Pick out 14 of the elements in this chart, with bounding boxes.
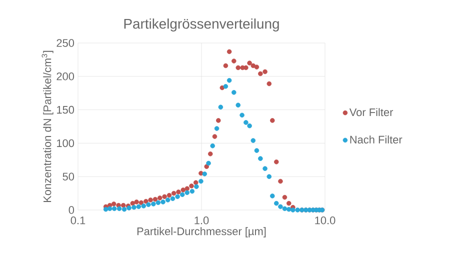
y-axis-title: Konzentration dN [Partikel/cm$^{3}$] (42, 50, 54, 202)
x-tick-label: 0.1 (70, 216, 86, 224)
x-tick-label: 10.0 (315, 216, 336, 224)
y-tick-label: 100 (57, 139, 74, 148)
y-tick-label: 200 (56, 72, 74, 80)
x-tick-label: 1.0 (194, 216, 209, 224)
chart-title: Partikelgrössenverteilung (124, 18, 279, 32)
legend-label: Nach Filter (350, 135, 402, 144)
y-tick-label: 50 (62, 172, 74, 180)
y-tick-label: 250 (56, 39, 74, 47)
x-axis-title: Partikel-Durchmesser [µm] (137, 227, 266, 238)
y-tick-label: 150 (57, 106, 74, 114)
legend-label: Vor Filter (349, 108, 394, 116)
y-tick-label: 0 (68, 206, 74, 214)
